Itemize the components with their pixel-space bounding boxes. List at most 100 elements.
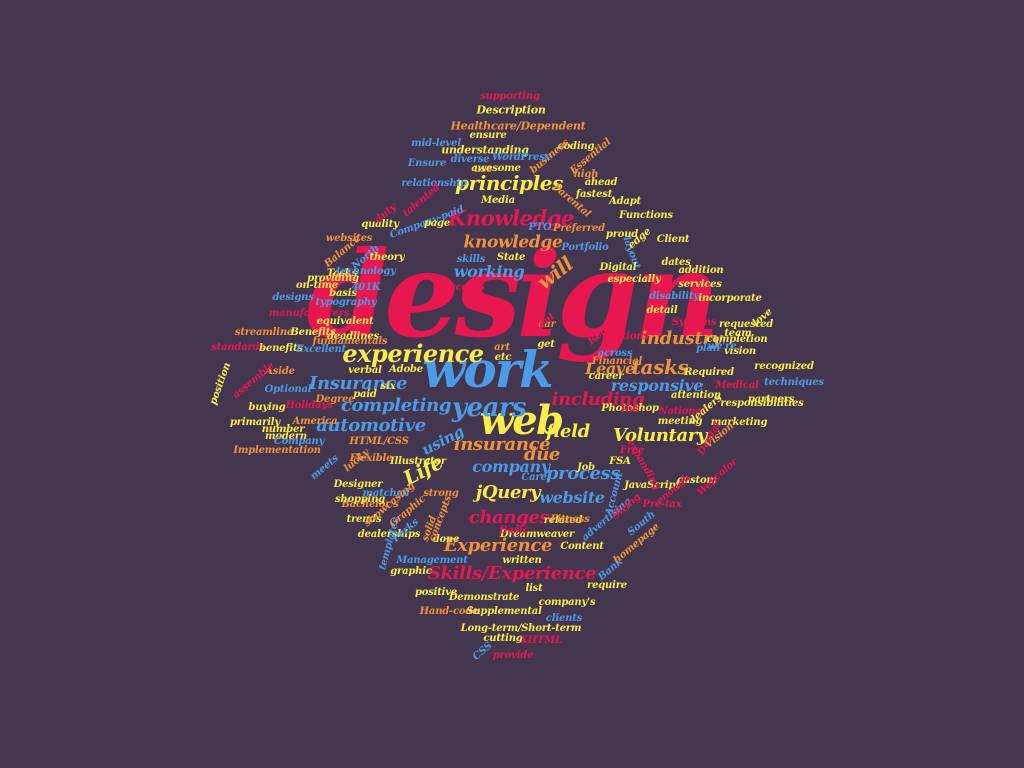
word-fsa: FSA	[609, 456, 631, 467]
word-attention: attention	[671, 390, 721, 401]
word-typography: typography	[315, 297, 377, 308]
word-web: web	[479, 397, 564, 444]
word-free: Free	[619, 445, 645, 456]
word-benefits: benefits	[259, 343, 303, 354]
word-quality: quality	[361, 219, 399, 230]
word-requested: requested	[718, 319, 774, 330]
word-dealerships: dealerships	[357, 529, 421, 540]
word-across: across	[597, 348, 633, 359]
word-websites: websites	[325, 233, 373, 244]
word-use: use	[473, 164, 493, 175]
word-pto: PTO	[528, 222, 552, 233]
word-awesome: awesome	[471, 163, 521, 174]
word-insurance: insurance	[453, 434, 551, 455]
word-experience: Experience	[443, 535, 553, 556]
word-skills: skills	[456, 254, 486, 265]
word-custom: custom	[677, 475, 717, 486]
word-team: team	[724, 328, 752, 339]
word-marketing: marketing	[710, 417, 768, 428]
word-america: America	[292, 416, 338, 427]
word-art: art	[494, 342, 510, 353]
word-javascript: JavaScript	[624, 480, 680, 491]
word-description: Description	[476, 103, 546, 117]
word-graphic: graphic	[390, 566, 432, 577]
word-six: six	[380, 381, 396, 392]
word-basic: Basic	[499, 525, 529, 536]
word-disability: disability	[649, 291, 699, 302]
word-industry: industry	[640, 328, 722, 349]
word-hand-code: Hand-code	[419, 606, 479, 617]
word-shopping: shopping	[334, 494, 386, 505]
word-paid: paid	[353, 389, 377, 400]
word-we-re: we're	[707, 341, 737, 352]
word-require: require	[587, 580, 627, 591]
word-functions: Functions	[595, 331, 649, 342]
word-services: services	[678, 279, 722, 290]
word-css: CSS	[470, 640, 495, 663]
word-job: Job	[577, 462, 595, 473]
word-aside: Aside	[265, 366, 295, 377]
word-supporting: supporting	[480, 91, 540, 102]
word-car: car	[538, 319, 556, 330]
word-working: working	[453, 262, 525, 281]
word-proud: proud	[605, 229, 639, 240]
word-management: Management	[396, 555, 468, 566]
word-long-term-short-term: Long-term/Short-term	[460, 623, 582, 634]
word-content: Content	[560, 541, 604, 552]
word-including: including	[551, 389, 645, 410]
word-demonstrate: Demonstrate	[448, 592, 520, 603]
word-clients: clients	[545, 613, 583, 624]
word-holidays: Holidays	[285, 400, 333, 411]
word-page: page	[423, 218, 451, 229]
word-especially: especially	[607, 274, 661, 285]
word-number: number	[261, 424, 305, 435]
word-verbal: verbal	[348, 365, 382, 376]
word-care: Care	[521, 472, 547, 483]
word-company: Company	[273, 436, 325, 447]
word-vision: vision	[724, 346, 756, 357]
word-pre-tax: Pre-tax	[642, 499, 682, 510]
word-voluntary: Voluntary	[612, 425, 708, 446]
word-ensure: Ensure	[407, 158, 447, 169]
word-done: done	[432, 534, 460, 545]
word-completion: completion	[706, 334, 768, 345]
word-responsibilities: responsibilities	[720, 398, 804, 409]
word-design: design	[306, 225, 721, 364]
word-photoshop: Photoshop	[601, 403, 659, 414]
word-designer: Designer	[333, 479, 383, 490]
word-jquery: jQuery	[475, 482, 541, 503]
word-streamline: streamline	[234, 327, 294, 338]
word-theory: theory	[369, 252, 405, 263]
word-relationship: relationship	[401, 178, 467, 189]
word-benefits: Benefits	[290, 327, 336, 338]
word-due: due	[523, 444, 561, 465]
word-trends: trends	[346, 514, 382, 525]
word-addition: addition	[678, 265, 724, 276]
word-techniques: techniques	[764, 377, 824, 388]
word-dates: dates	[661, 257, 691, 268]
word-principles: principles	[454, 171, 564, 195]
word-systems: Systems	[671, 317, 717, 328]
word-adobe: Adobe	[389, 364, 423, 375]
word-deadlines: deadlines	[327, 331, 379, 342]
word-incorporate: incorporate	[698, 293, 762, 304]
word-adapt: Adapt	[609, 196, 641, 207]
word-excellent: Excellent	[295, 344, 347, 355]
word-provide: provide	[492, 650, 534, 661]
word-knowledge: knowledge	[463, 232, 563, 253]
word-positive: positive	[414, 587, 458, 598]
word-company: company	[472, 457, 550, 476]
word-strong: strong	[423, 488, 459, 499]
word-written: written	[502, 555, 542, 566]
word-xhtml: XHTML	[520, 635, 562, 646]
word-skills-experience: Skills/Experience	[427, 563, 597, 584]
word-position: position	[207, 361, 234, 407]
word-ink: Ink	[620, 404, 640, 415]
word-field: field	[546, 421, 590, 442]
word-changes: changes	[468, 507, 550, 528]
word-state: State	[496, 252, 526, 263]
word-process: process	[545, 463, 621, 484]
word-digital: Digital	[599, 262, 637, 273]
word-on-time: on-time	[295, 280, 339, 291]
